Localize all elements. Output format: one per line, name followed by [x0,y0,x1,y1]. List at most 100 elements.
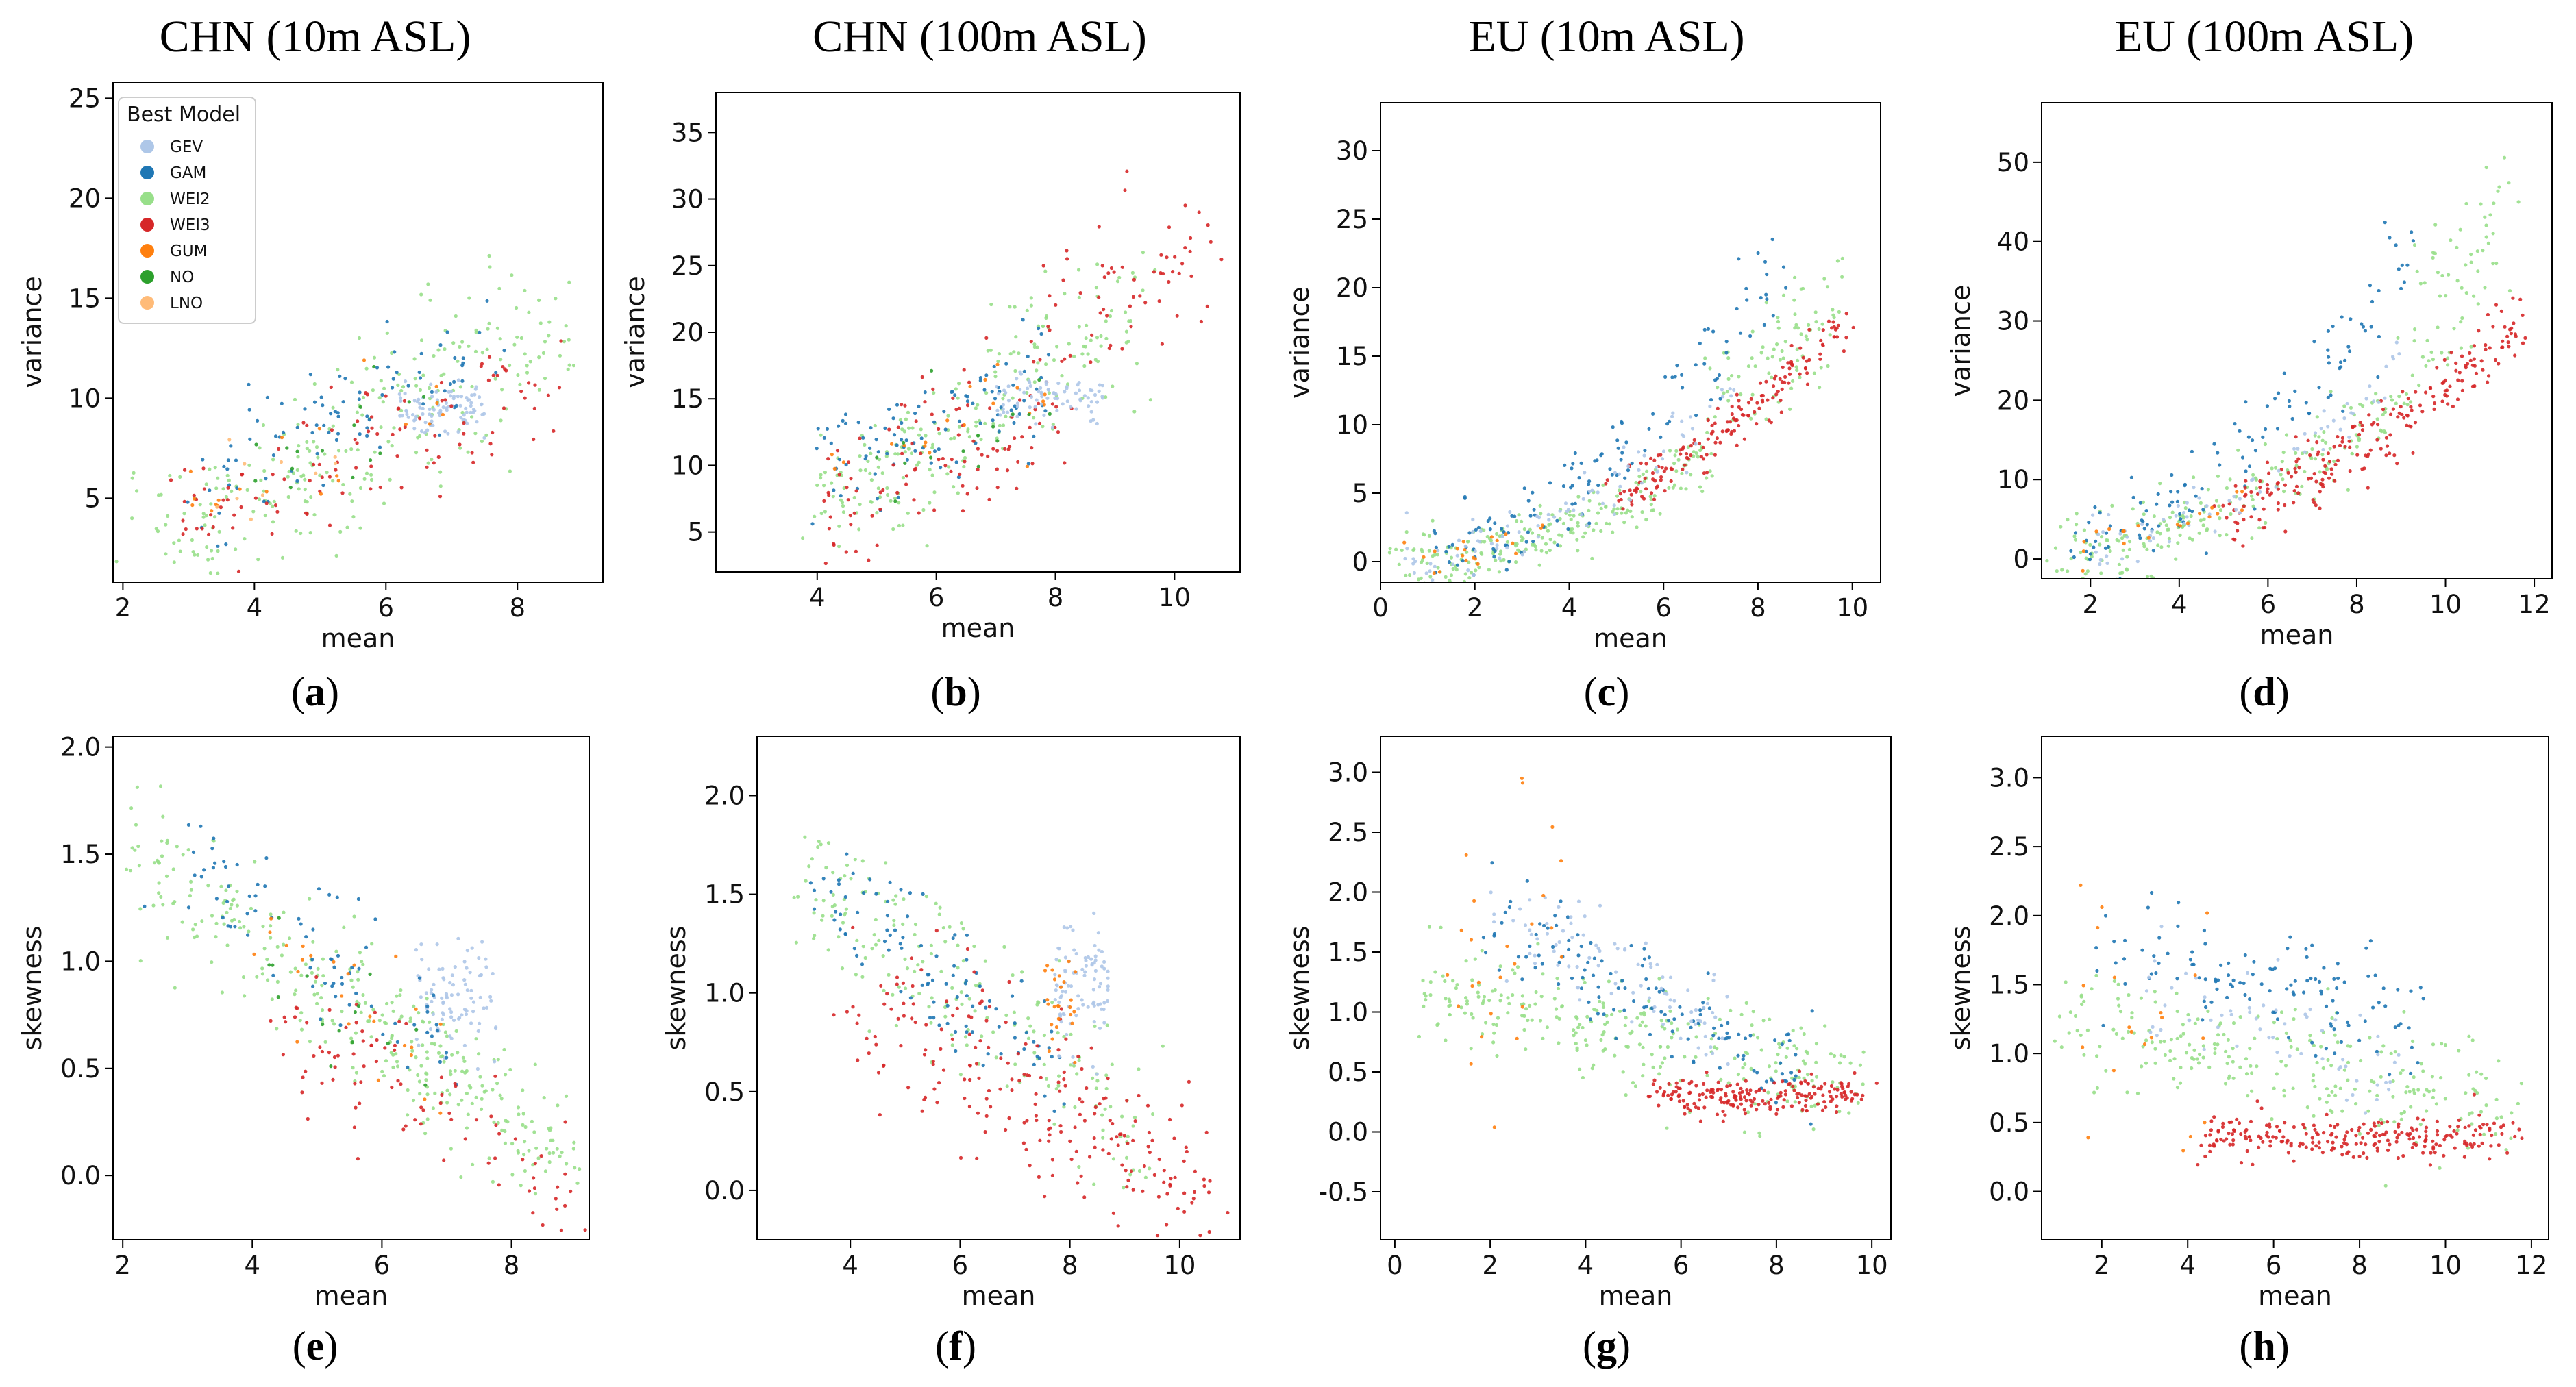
y-tick-label: 30 [671,185,704,214]
point-gam [1491,547,1496,551]
point-gev [1572,508,1576,512]
point-wei2 [503,1129,507,1134]
point-wei2 [129,806,134,810]
point-gum [238,487,242,491]
point-gev [2213,529,2217,534]
point-gam [923,390,927,395]
point-gam [1692,1059,1696,1063]
point-wei3 [1684,452,1689,456]
point-gam [1510,514,1514,518]
point-wei2 [564,324,568,328]
point-wei2 [2216,474,2220,478]
point-wei3 [354,1105,358,1110]
point-wei3 [1783,1089,1787,1093]
point-gev [414,1037,419,1042]
point-wei2 [2120,536,2125,540]
point-wei2 [1002,945,1006,949]
point-wei2 [1522,1027,1526,1032]
point-wei2 [134,823,138,827]
point-wei2 [837,524,841,528]
point-gum [902,443,906,447]
point-gum [1057,974,1061,978]
point-wei3 [1016,1052,1020,1056]
point-gev [449,1015,454,1019]
point-gev [2181,511,2186,515]
point-gev [995,408,1000,412]
point-wei3 [1069,1157,1074,1162]
point-wei2 [272,499,276,503]
point-wei3 [1681,445,1685,449]
point-wei2 [906,410,911,414]
point-wei3 [1706,418,1710,423]
point-gam [247,894,251,898]
point-wei2 [470,1101,474,1105]
point-wei3 [846,498,850,502]
point-gev [1411,557,1415,561]
point-gev [418,405,422,410]
point-wei3 [1168,1182,1172,1186]
point-gam [273,434,278,438]
point-wei2 [379,379,383,383]
point-wei2 [1067,342,1071,346]
point-gev [1686,988,1690,992]
point-wei2 [260,972,264,976]
point-wei2 [831,495,835,499]
point-wei2 [308,449,312,453]
point-wei2 [462,1059,467,1063]
point-wei2 [2120,1036,2125,1040]
point-gam [2326,348,2330,352]
point-wei3 [2321,458,2325,462]
point-wei3 [332,1055,337,1060]
point-gam [829,441,833,445]
point-gam [2137,533,2142,537]
point-wei2 [906,511,910,515]
point-wei2 [2326,987,2330,991]
point-wei2 [837,545,841,549]
point-wei3 [943,464,948,468]
point-wei2 [949,437,953,441]
point-wei2 [2144,1038,2148,1042]
point-wei3 [965,403,970,408]
point-wei3 [958,472,962,477]
point-wei2 [271,504,275,508]
point-gam [247,382,251,386]
point-gam [1765,272,1769,277]
point-wei3 [1718,440,1722,445]
point-wei2 [2383,1184,2388,1188]
point-wei3 [1736,1105,1740,1110]
point-wei2 [1104,319,1108,323]
point-wei3 [462,432,466,436]
point-gam [2129,475,2133,479]
point-wei3 [2336,458,2340,462]
point-gam [212,836,216,840]
point-gum [1472,899,1476,903]
point-wei2 [894,1023,898,1028]
point-gam [1553,914,1557,918]
point-gam [303,407,307,411]
point-wei2 [528,360,532,364]
point-wei2 [917,460,921,464]
point-wei2 [567,338,571,342]
point-wei3 [1768,1105,1772,1109]
point-wei2 [348,492,352,496]
point-wei2 [1595,1008,1599,1012]
point-wei2 [425,1050,429,1054]
point-wei2 [217,529,221,534]
point-wei2 [2419,1062,2423,1066]
point-gum [1045,964,1050,968]
point-wei3 [2460,379,2464,383]
point-wei2 [2488,213,2492,217]
point-gam [1043,1094,1047,1098]
point-wei3 [1849,1099,1853,1103]
point-gam [834,910,838,914]
point-wei3 [396,1079,400,1083]
point-wei2 [1774,1061,1778,1065]
point-wei3 [1005,468,1010,473]
point-wei2 [1561,521,1565,526]
point-wei3 [353,1082,357,1086]
point-wei2 [2127,540,2132,544]
point-gum [428,422,432,426]
point-wei3 [2227,502,2231,506]
point-wei2 [2516,200,2521,204]
point-wei2 [353,1079,357,1083]
